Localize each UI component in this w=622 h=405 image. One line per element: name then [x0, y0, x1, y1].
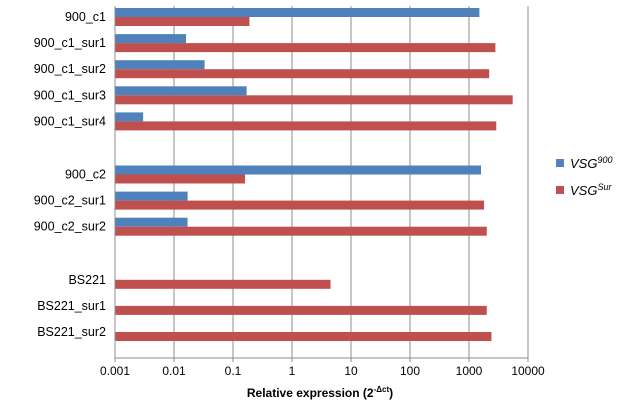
x-tick-label-0-001: 0.001	[100, 364, 130, 378]
category-label-900-c2-sur1: 900_c2_sur1	[34, 194, 106, 208]
x-tick-label-10000: 10000	[511, 364, 545, 378]
legend-swatch-vsgsur	[556, 186, 564, 194]
legend-label-vsg900-main: VSG	[570, 156, 597, 171]
bars	[115, 8, 513, 341]
bar-vsg900-900-c1-sur3	[115, 86, 247, 96]
x-tick-label-100: 100	[400, 364, 420, 378]
legend-label-vsgsur-main: VSG	[570, 183, 597, 198]
category-label-900-c1-sur3: 900_c1_sur3	[34, 88, 106, 102]
x-tick-label-0-01: 0.01	[162, 364, 186, 378]
legend: VSG900 VSGSur	[556, 155, 613, 198]
category-label-bs221-sur1: BS221_sur1	[37, 299, 106, 313]
category-label-bs221-sur2: BS221_sur2	[37, 325, 106, 339]
axes	[114, 6, 528, 359]
bar-vsg900-900-c1-sur4	[115, 112, 144, 122]
x-tick-label-1: 1	[289, 364, 296, 378]
category-label-900-c2: 900_c2	[65, 168, 106, 182]
category-labels: 900_c1 900_c1_sur1 900_c1_sur2 900_c1_sur3 9…	[34, 10, 106, 339]
bar-vsg900-900-c1-sur1	[115, 34, 187, 44]
x-axis-title-superscript: -Δct	[374, 385, 390, 394]
bar-vsgsur-900-c1	[115, 17, 250, 26]
bar-vsg900-900-c1-sur2	[115, 60, 205, 70]
bar-vsgsur-900-c1-sur3	[115, 95, 513, 105]
x-tick-label-1000: 1000	[456, 364, 483, 378]
category-label-900-c1-sur1: 900_c1_sur1	[34, 36, 106, 50]
bar-vsgsur-bs221-sur1	[115, 305, 487, 315]
bar-vsgsur-900-c2	[115, 174, 246, 184]
x-tick-label-10: 10	[344, 364, 358, 378]
x-axis-title-close: )	[389, 386, 393, 400]
bar-vsgsur-900-c1-sur1	[115, 43, 496, 53]
bar-vsgsur-900-c1-sur4	[115, 121, 497, 131]
bar-vsgsur-bs221	[115, 279, 331, 289]
bar-vsgsur-900-c2-sur2	[115, 226, 487, 236]
bar-vsg900-900-c2	[115, 165, 482, 175]
x-tick-labels: 0.001 0.01 0.1 1 10 100 1000 10000	[100, 364, 545, 378]
legend-swatch-vsg900	[556, 159, 564, 167]
category-label-900-c1-sur2: 900_c1_sur2	[34, 62, 106, 76]
category-label-900-c1: 900_c1	[65, 10, 106, 24]
category-label-bs221: BS221	[68, 273, 106, 287]
x-axis-title-main: Relative expression (2	[247, 386, 374, 400]
bar-vsg900-900-c2-sur2	[115, 217, 188, 227]
bar-vsg900-900-c1	[115, 8, 480, 17]
legend-label-vsg900-sup: 900	[597, 155, 612, 165]
legend-label-vsgsur: VSGSur	[570, 182, 612, 198]
category-label-900-c2-sur2: 900_c2_sur2	[34, 220, 106, 234]
x-tick-label-0-1: 0.1	[225, 364, 242, 378]
bar-vsg900-900-c2-sur1	[115, 191, 188, 201]
x-axis-title: Relative expression (2-Δct)	[247, 385, 393, 400]
category-label-900-c1-sur4: 900_c1_sur4	[34, 114, 106, 128]
legend-label-vsg900: VSG900	[570, 155, 613, 171]
bar-vsgsur-bs221-sur2	[115, 332, 492, 341]
legend-label-vsgsur-sup: Sur	[597, 182, 612, 192]
bar-vsgsur-900-c1-sur2	[115, 69, 490, 79]
bar-vsgsur-900-c2-sur1	[115, 200, 485, 210]
